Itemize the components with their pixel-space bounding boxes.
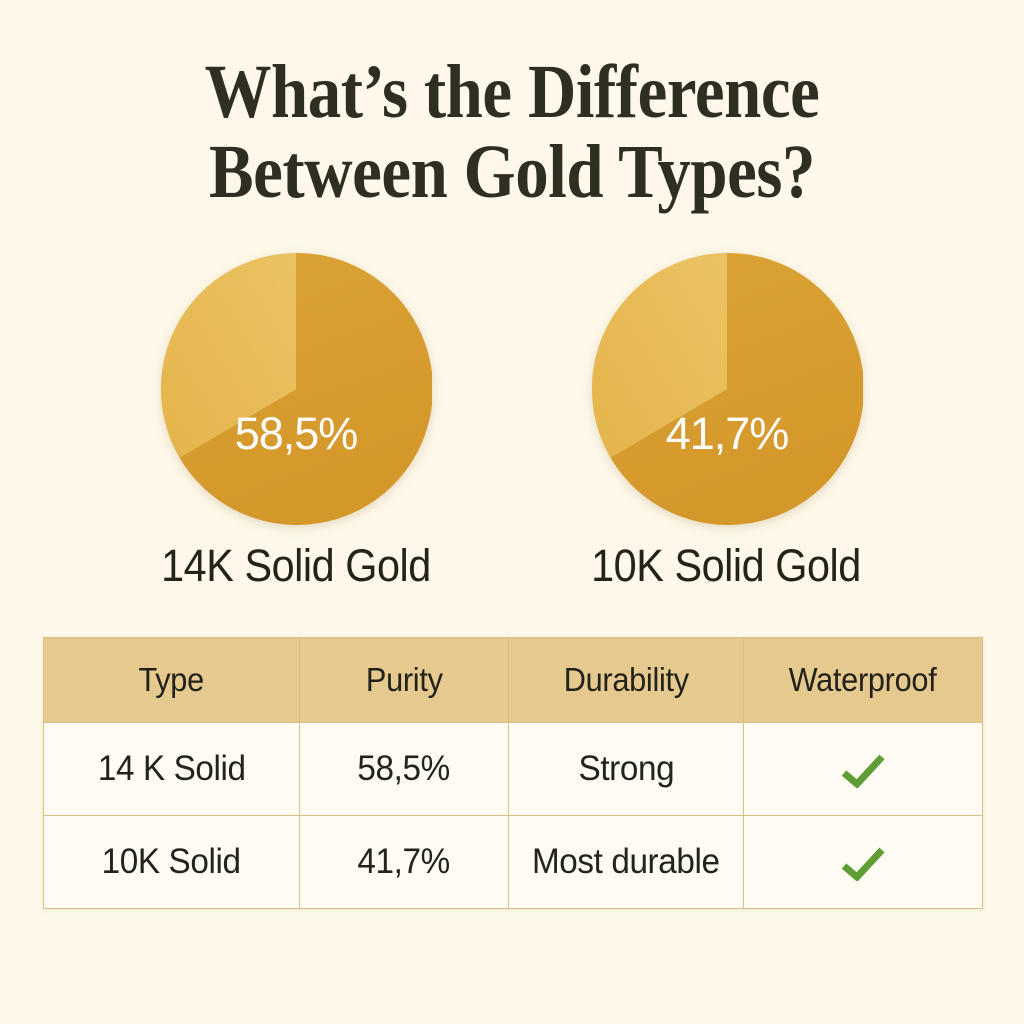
column-header-type: Type: [43, 637, 300, 723]
table-body: 14 K Solid 58,5% Strong 10K Solid 41,7% …: [43, 722, 983, 909]
column-header-durability: Durability: [508, 637, 744, 723]
cell-waterproof: [743, 722, 983, 816]
pie-chart-10k: 41,7%: [591, 253, 863, 525]
page-title-line-1: What’s the Difference: [204, 50, 820, 134]
cell-type: 10K Solid: [43, 815, 300, 909]
pie-chart-10k-graphic: [591, 253, 863, 525]
cell-purity: 58,5%: [299, 722, 509, 816]
cell-durability: Strong: [508, 722, 744, 816]
check-icon: [841, 847, 885, 881]
pie-slice-other-metals: [591, 253, 727, 458]
pie-chart-14k-graphic: [160, 253, 432, 525]
pie-slice-other-metals: [160, 253, 296, 458]
pie-slice-gold-content: [610, 253, 863, 525]
pie-chart-10k-caption: 10K Solid Gold: [591, 540, 861, 591]
page-title: What’s the Difference Between Gold Types…: [0, 52, 1024, 212]
cell-type: 14 K Solid: [43, 722, 300, 816]
cell-waterproof: [743, 815, 983, 909]
gold-comparison-table: Type Purity Durability Waterproof 14 K S…: [43, 637, 983, 909]
check-icon: [841, 754, 885, 788]
pie-chart-14k: 58,5%: [160, 253, 432, 525]
cell-durability: Most durable: [508, 815, 744, 909]
table-header: Type Purity Durability Waterproof: [43, 637, 983, 723]
cell-purity: 41,7%: [299, 815, 509, 909]
column-header-purity: Purity: [299, 637, 509, 723]
pie-chart-14k-caption: 14K Solid Gold: [161, 540, 431, 591]
table-row: 10K Solid 41,7% Most durable: [43, 815, 983, 909]
pie-slice-gold-content: [179, 253, 432, 525]
column-header-waterproof: Waterproof: [743, 637, 983, 723]
table-header-row: Type Purity Durability Waterproof: [43, 637, 983, 723]
page-title-line-2: Between Gold Types?: [209, 130, 815, 214]
table-row: 14 K Solid 58,5% Strong: [43, 722, 983, 816]
